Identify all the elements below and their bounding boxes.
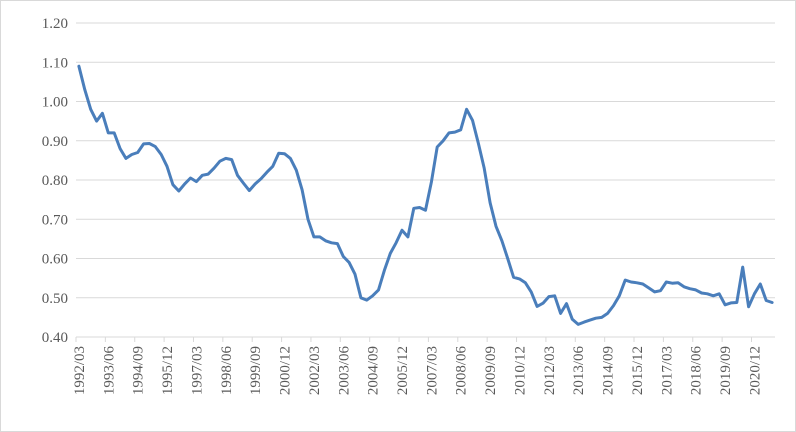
x-tick-label: 1999/09 — [248, 346, 264, 395]
x-axis-tick-marks — [75, 337, 753, 342]
x-tick-label: 1994/09 — [131, 346, 147, 395]
gridlines — [76, 22, 775, 299]
x-tick-label: 2013/06 — [571, 346, 587, 396]
y-tick-label: 0.50 — [42, 291, 68, 307]
x-tick-label: 2019/09 — [718, 346, 734, 395]
x-tick-label: 2007/03 — [424, 346, 440, 395]
y-tick-label: 1.10 — [42, 55, 68, 71]
x-tick-label: 2009/09 — [483, 346, 499, 395]
x-tick-label: 2003/06 — [336, 346, 352, 396]
x-tick-label: 1997/03 — [189, 346, 205, 395]
x-tick-label: 2000/12 — [278, 346, 294, 395]
x-tick-label: 1998/06 — [219, 346, 235, 396]
x-tick-label: 2008/06 — [454, 346, 470, 396]
x-tick-label: 2020/12 — [747, 346, 763, 395]
x-tick-label: 1992/03 — [72, 346, 88, 395]
y-tick-label: 0.40 — [42, 330, 68, 346]
x-tick-label: 2012/03 — [542, 346, 558, 395]
x-tick-label: 2014/09 — [601, 346, 617, 395]
y-axis-tick-labels: 0.40 0.50 0.60 0.70 0.80 0.90 1.00 1.10 1.20 — [42, 16, 68, 346]
x-tick-label: 2005/12 — [395, 346, 411, 395]
x-tick-label: 2004/09 — [366, 346, 382, 395]
y-tick-label: 0.90 — [42, 134, 68, 150]
x-tick-label: 1993/06 — [101, 346, 117, 396]
y-tick-label: 1.00 — [42, 95, 68, 111]
y-tick-label: 0.60 — [42, 252, 68, 268]
x-tick-label: 2018/06 — [689, 346, 705, 396]
y-tick-label: 0.70 — [42, 212, 68, 228]
y-tick-label: 0.80 — [42, 173, 68, 189]
x-tick-label: 2017/03 — [659, 346, 675, 395]
x-tick-label: 2015/12 — [630, 346, 646, 395]
x-tick-label: 2010/12 — [512, 346, 528, 395]
x-tick-label: 1995/12 — [160, 346, 176, 395]
x-tick-label: 2002/03 — [307, 346, 323, 395]
series-group — [77, 64, 774, 326]
series-line — [77, 64, 774, 326]
y-tick-label: 1.20 — [42, 16, 68, 32]
x-axis-tick-labels: 1992/03 1993/06 1994/09 1995/12 1997/03 1998/… — [72, 346, 764, 396]
